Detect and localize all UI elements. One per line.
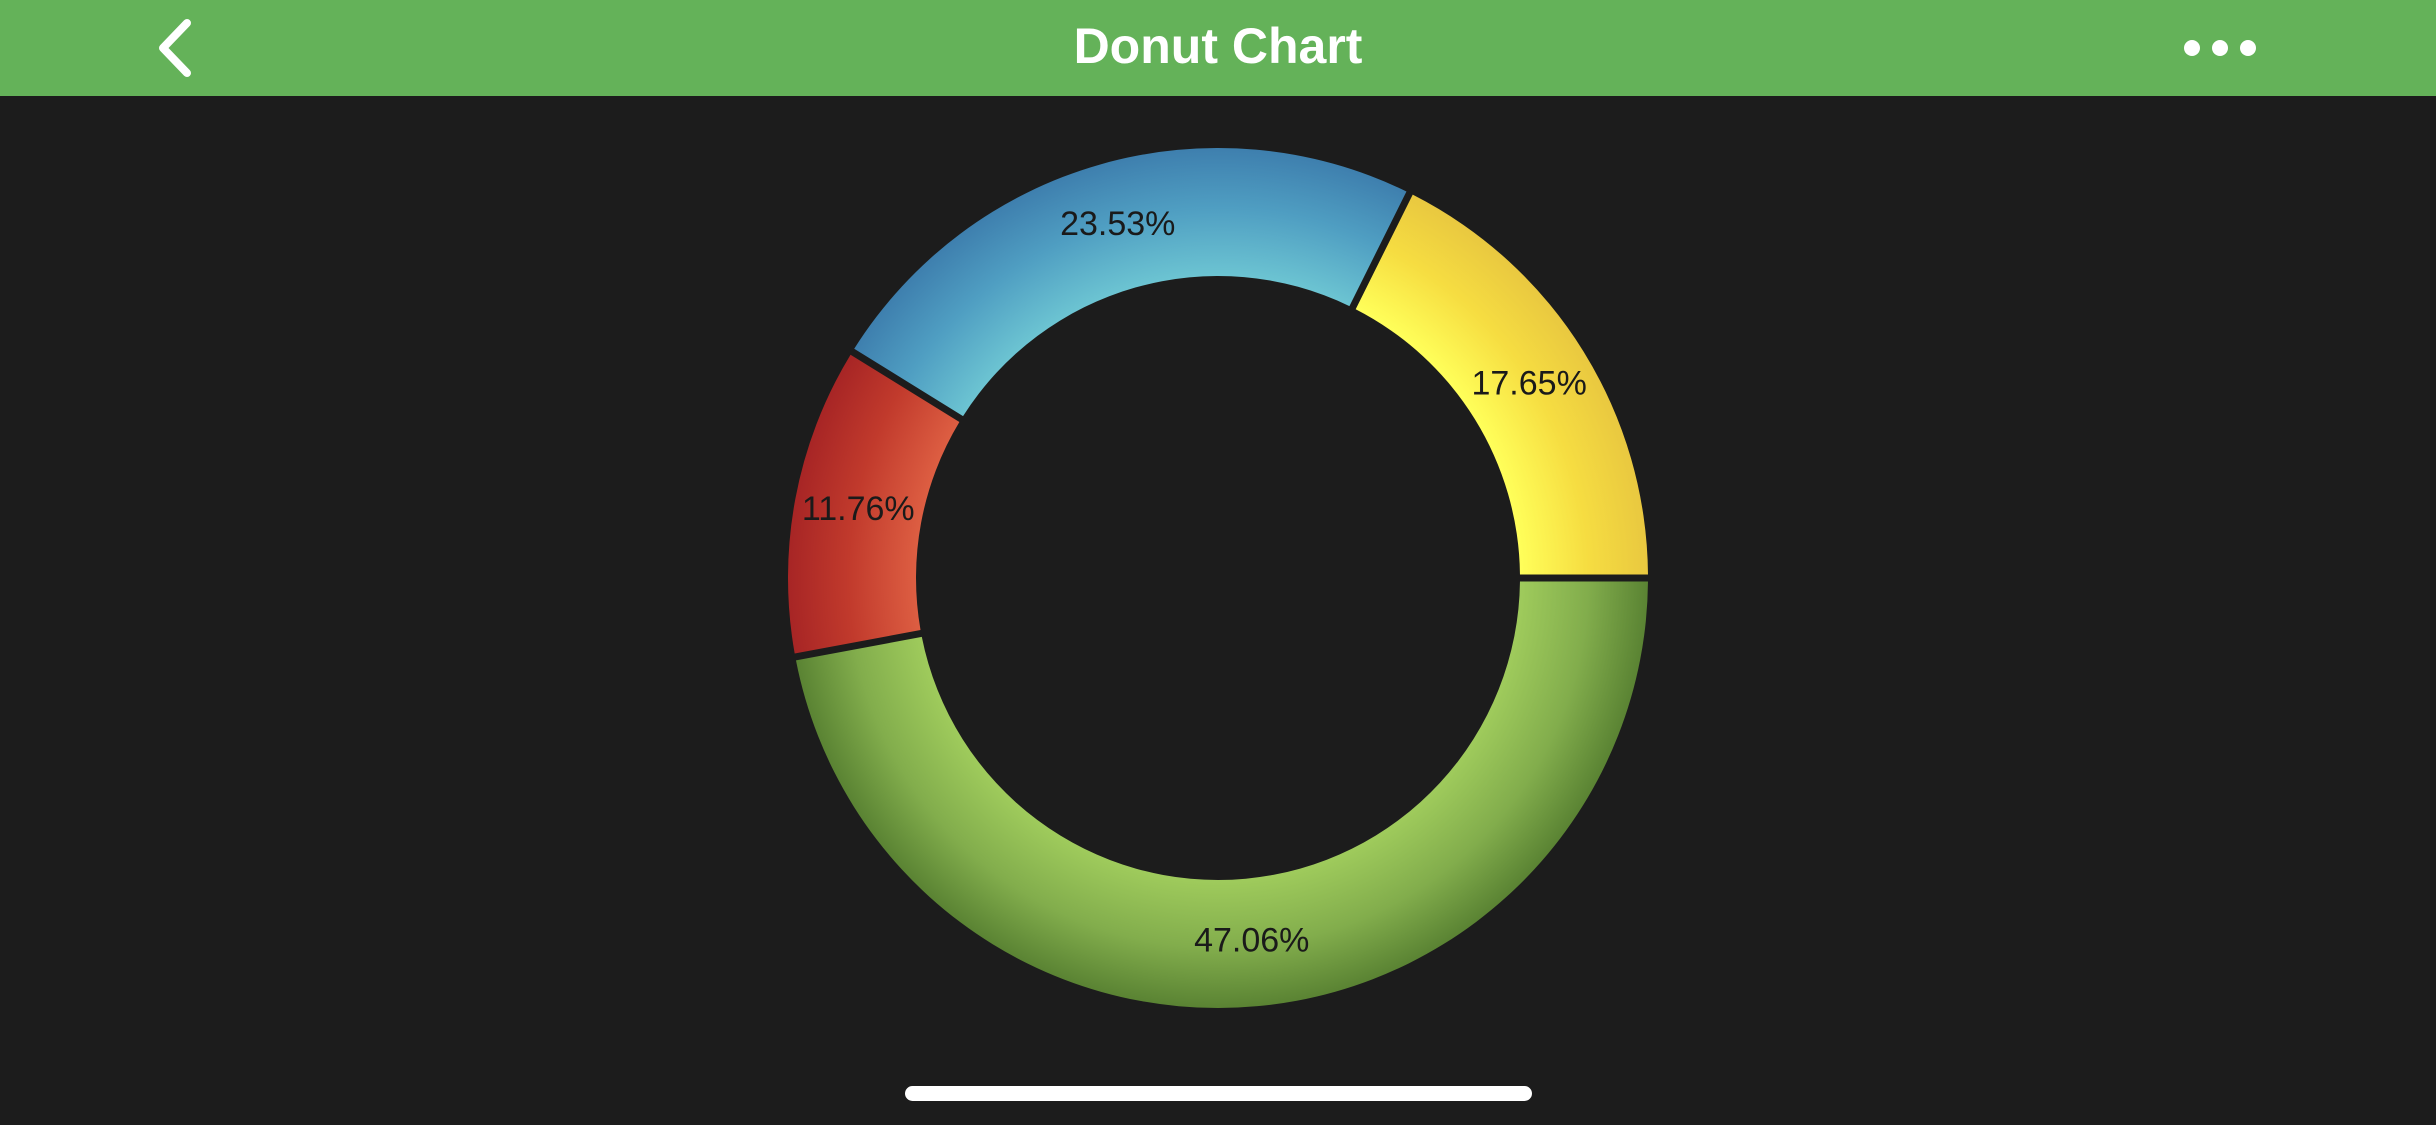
slice-label-1: 23.53%: [1060, 205, 1175, 243]
more-button[interactable]: [2170, 16, 2270, 80]
navigation-bar: Donut Chart: [0, 0, 2436, 96]
page-title: Donut Chart: [1073, 18, 1363, 74]
more-horizontal-icon: [2184, 40, 2256, 56]
donut-slice-0[interactable]: [1355, 194, 1648, 575]
back-button[interactable]: [140, 10, 210, 86]
donut-slice-3[interactable]: [795, 581, 1648, 1008]
slice-label-3: 47.06%: [1194, 921, 1309, 959]
chevron-left-icon: [159, 19, 191, 77]
donut-slice-1[interactable]: [854, 148, 1407, 417]
donut-chart: 17.65% 23.53% 11.76% 47.06%: [788, 148, 1648, 1008]
slice-label-2: 11.76%: [802, 490, 915, 528]
chart-area: 17.65% 23.53% 11.76% 47.06%: [0, 96, 2436, 1056]
donut-slice-2[interactable]: [788, 354, 960, 654]
home-indicator[interactable]: [905, 1086, 1532, 1101]
slice-label-0: 17.65%: [1471, 364, 1586, 402]
